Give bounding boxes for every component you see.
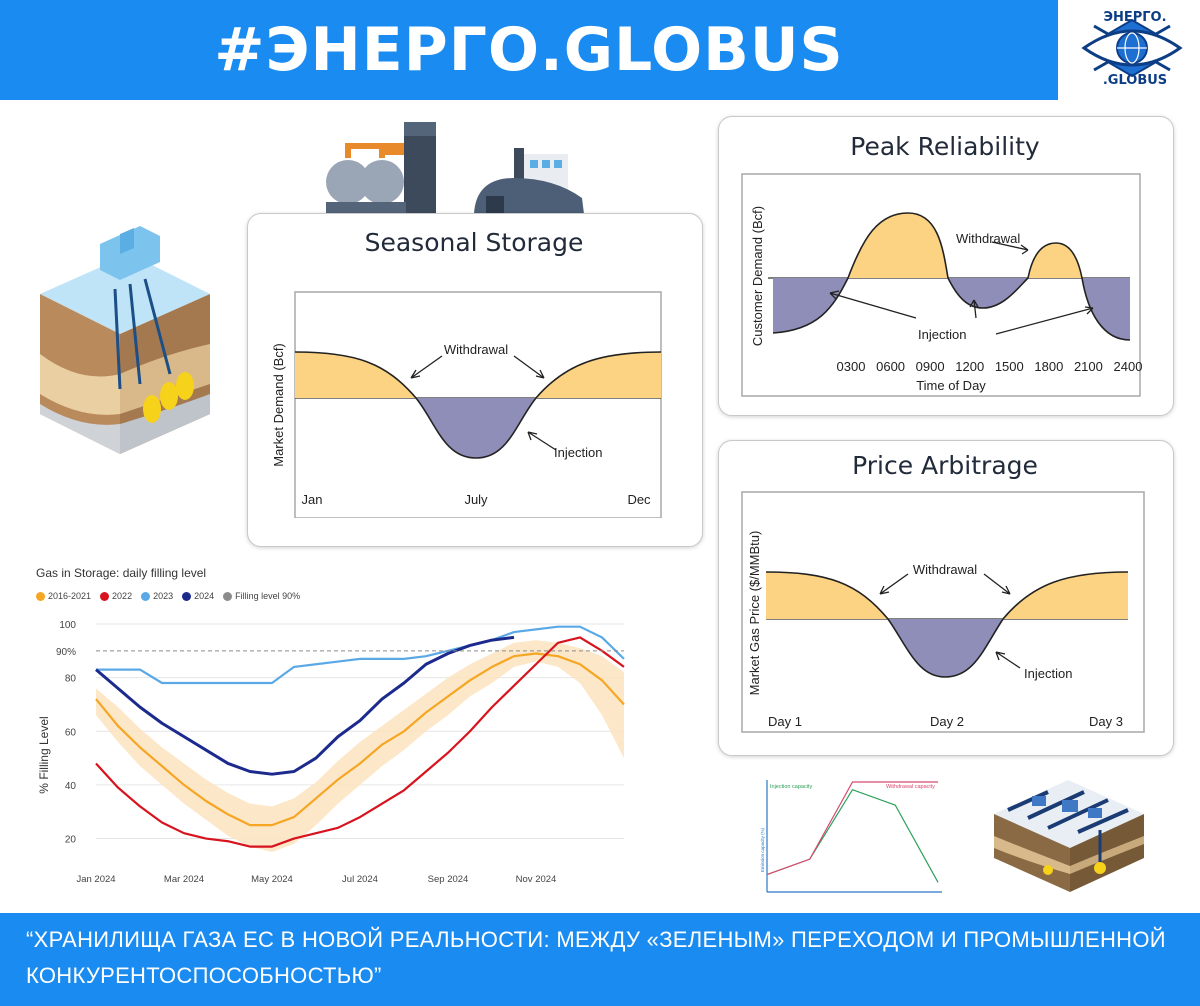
injection-area-1 [773,278,848,333]
legend-label: 2024 [194,591,215,601]
x-tick: 2400 [1114,359,1143,374]
y-tick: 90% [56,647,76,658]
injection-area-3 [1082,278,1130,340]
series-line-2023 [96,625,625,685]
brand-logo [1068,4,1196,98]
y-axis-label: Market Gas Price ($/MMBtu) [747,531,762,696]
y-tick: 100 [59,620,76,631]
footer-banner [0,913,1200,1006]
legend-label: Filling level 90% [235,591,301,601]
storage-facility-illustration [326,122,584,214]
legend-dot-icon [223,591,233,601]
underground-pipeline-illustration [994,780,1144,892]
logo-text-top: ЭНЕРГО. [1103,10,1167,25]
header-banner [0,0,1058,100]
withdrawal-area-1 [848,213,948,278]
y-axis-label: % Filling Level [37,716,51,793]
legend-item[interactable]: 2016-2021 [36,591,91,601]
annotation-withdrawal: Withdrawal [444,342,508,357]
footer-caption: “ХРАНИЛИЩА ГАЗА ЕС В НОВОЙ РЕАЛЬНОСТИ: М… [26,927,1166,988]
underground-storage-illustration [40,226,210,454]
x-tick: Day 3 [1089,714,1123,729]
legend-item[interactable]: 2023 [141,591,173,601]
x-tick: Day 1 [768,714,802,729]
chart-title-peak: Peak Reliability [850,132,1040,161]
price-curve [765,571,1129,678]
y-tick: 20 [65,835,77,846]
injection-area-2 [948,278,1028,308]
legend-dot-icon [100,591,110,601]
legend-dot-icon [36,591,45,601]
x-tick: Dec [627,492,651,507]
x-tick: Jan 2024 [76,874,115,885]
legend-dot-icon [141,591,151,601]
x-tick-group: 0300 0600 0900 1200 1500 1800 2100 2400 [837,359,1143,374]
y-tick: 40 [65,781,77,792]
withdrawal-area-right [536,352,661,398]
price-arbitrage-chart: Withdrawal Injection Market Gas Price ($… [741,491,1145,733]
capacity-line-0 [766,788,939,883]
x-tick: May 2024 [251,874,293,885]
gas-storage-legend: 2016-2021 2022 2023 2024 Filling level 90% [36,591,300,601]
seasonal-storage-chart: Withdrawal Injection Market Demand (Bcf)… [271,291,662,518]
x-tick: Jul 2024 [342,874,378,885]
capacity-line-1 [766,781,938,876]
y-tick: 80 [65,674,77,685]
gas-storage-chart: 20 40 60 80 90% 100 Jan 2024 Mar 2024 May 2024 J… [37,620,625,885]
legend-item[interactable]: 2022 [100,591,132,601]
peak-reliability-chart: Withdrawal Injection Customer Demand (Bc… [741,173,1143,397]
y-axis-label: Market Demand (Bcf) [271,343,286,467]
annotation-withdrawal: Withdrawal [956,231,1020,246]
gas-storage-title: Gas in Storage: daily filling level [36,566,207,580]
x-tick: Nov 2024 [516,874,557,885]
legend-label: 2022 [112,591,133,601]
annotation-injection: Injection [554,445,602,460]
x-tick: 1200 [955,359,984,374]
demand-curve [772,212,1131,341]
series-line-2022 [95,636,625,848]
withdrawal-area-right [1003,572,1128,619]
x-tick: 0600 [876,359,905,374]
legend-item[interactable]: Filling level 90% [223,591,300,601]
chart-title-seasonal: Seasonal Storage [364,228,584,257]
withdrawal-area-left [295,352,416,398]
annotation-withdrawal: Withdrawal [913,562,977,577]
x-tick: 0300 [837,359,866,374]
capacity-chart: Emission capacity (%) Injection capacity… [760,780,942,893]
withdrawal-area-2 [1028,243,1082,278]
logo-text-bottom: .GLOBUS [1102,73,1168,88]
legend-label: 2016-2021 [48,591,92,601]
x-tick: Jan [302,492,323,507]
withdrawal-area-left [766,572,888,619]
x-tick: July [464,492,488,507]
annotation-injection: Injection [918,327,966,342]
x-tick: Sep 2024 [428,874,469,885]
range-band-2016-2021 [96,640,624,852]
page-title: #ЭНЕРГО.GLOBUS [214,15,844,85]
x-tick: 2100 [1074,359,1103,374]
annotation-injection: Injection [1024,666,1072,681]
series-line-2016-2021 [95,652,625,827]
x-tick: Mar 2024 [164,874,204,885]
legend-item[interactable]: 2024 [182,591,214,601]
series-line-2024 [95,635,515,776]
eye-globe-icon [1081,18,1183,78]
y-axis-label: Emission capacity (%) [760,827,765,872]
y-axis-label: Customer Demand (Bcf) [750,206,765,346]
y-tick: 60 [65,727,77,738]
chart-title-price: Price Arbitrage [852,451,1038,480]
x-tick: 0900 [916,359,945,374]
legend-label: 2023 [153,591,174,601]
demand-curve [294,351,662,459]
legend-dot-icon [182,591,192,601]
legend-withdrawal-capacity: Withdrawal capacity [886,784,935,790]
legend-injection-capacity: Injection capacity [770,784,812,790]
x-tick: Day 2 [930,714,964,729]
x-axis-label: Time of Day [916,378,986,393]
x-tick: 1800 [1034,359,1063,374]
x-tick: 1500 [995,359,1024,374]
